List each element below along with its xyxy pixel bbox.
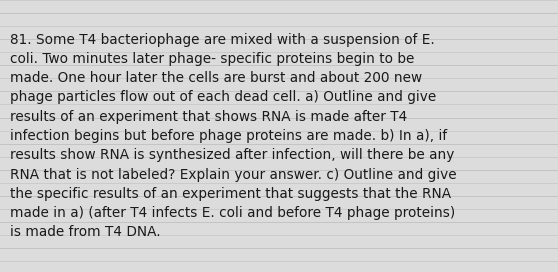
- Text: 81. Some T4 bacteriophage are mixed with a suspension of E.
coli. Two minutes la: 81. Some T4 bacteriophage are mixed with…: [10, 33, 456, 239]
